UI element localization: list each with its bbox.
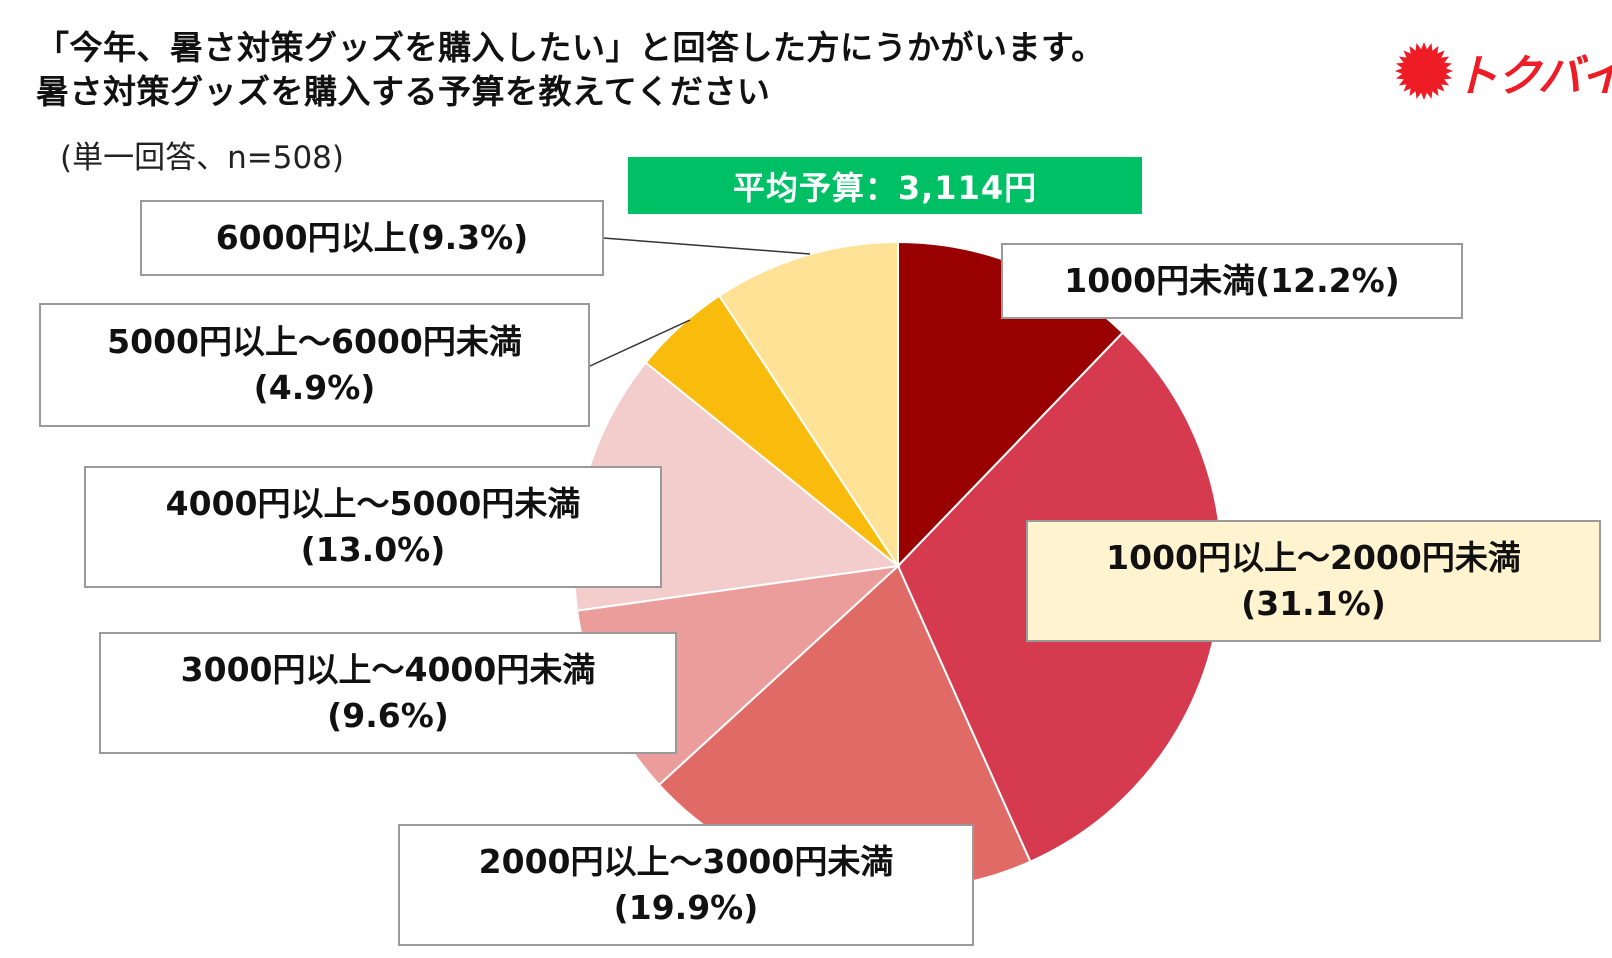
title-line-2: 暑さ対策グッズを購入する予算を教えてください (36, 72, 771, 111)
logo-text: トクバイ (1454, 51, 1612, 102)
sample-note: (単一回答、n=508) (60, 140, 344, 176)
label-3000-4000-text: 3000円以上～4000円未満 (180, 650, 596, 689)
label-6000-plus-pct: (9.3%) (406, 218, 529, 257)
label-1000-2000-pct: (31.1%) (1241, 584, 1386, 623)
label-2000-3000-pct: (19.9%) (613, 888, 759, 927)
label-1000-2000-text: 1000円以上～2000円未満 (1106, 538, 1521, 577)
leader-line-6000-plus (602, 237, 811, 255)
label-under-1000-text: 1000円未満 (1064, 261, 1256, 300)
label-under-1000-pct: (12.2%) (1255, 261, 1400, 300)
label-2000-3000-text: 2000円以上～3000円未満 (478, 842, 894, 881)
red-sunburst-icon (1395, 42, 1453, 100)
label-5000-6000-text: 5000円以上～6000円未満 (107, 322, 522, 361)
tokubai-logo: トクバイ (1392, 36, 1612, 106)
label-2000-3000: 2000円以上～3000円未満 (19.9%) (398, 824, 974, 946)
title-line-1: 「今年、暑さ対策グッズを購入したい」と回答した方にうかがいます。 (36, 28, 1105, 67)
label-4000-5000: 4000円以上～5000円未満 (13.0%) (84, 466, 662, 588)
label-3000-4000-pct: (9.6%) (327, 696, 449, 735)
label-3000-4000: 3000円以上～4000円未満 (9.6%) (99, 632, 677, 754)
label-under-1000: 1000円未満(12.2%) (1001, 243, 1463, 319)
label-5000-6000: 5000円以上～6000円未満 (4.9%) (39, 303, 590, 427)
label-1000-2000: 1000円以上～2000円未満 (31.1%) (1026, 520, 1601, 642)
label-4000-5000-pct: (13.0%) (300, 530, 446, 569)
label-6000-plus-text: 6000円以上 (215, 218, 407, 257)
leader-line-5000-6000 (589, 319, 691, 367)
label-4000-5000-text: 4000円以上～5000円未満 (165, 484, 581, 523)
label-5000-6000-pct: (4.9%) (253, 368, 376, 407)
chart-title: 「今年、暑さ対策グッズを購入したい」と回答した方にうかがいます。 暑さ対策グッズ… (36, 26, 1336, 114)
label-6000-plus: 6000円以上(9.3%) (140, 200, 604, 276)
average-budget-badge: 平均予算：3,114円 (628, 157, 1142, 214)
slice-6000-plus (717, 240, 899, 570)
